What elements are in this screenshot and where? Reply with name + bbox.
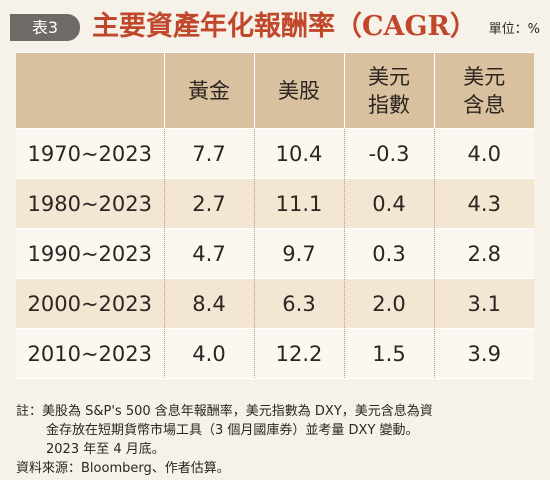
source-note: 資料來源：Bloomberg、作者估算。 (16, 461, 230, 476)
header-gold: 黃金 (163, 52, 254, 129)
cell-usd-index: 1.5 (343, 328, 434, 379)
cell-period: 2000~2023 (16, 278, 164, 329)
cell-usd-with-interest: 2.8 (433, 228, 534, 279)
cell-gold: 4.7 (163, 228, 254, 279)
table-row: 1990~2023 4.7 9.7 0.3 2.8 (16, 228, 534, 279)
header-us-stocks: 美股 (253, 52, 344, 129)
table-row: 2010~2023 4.0 12.2 1.5 3.9 (16, 328, 534, 379)
footnote-line: 金存放在短期貨幣市場工具（3 個月國庫券）並考量 DXY 變動。 (46, 423, 419, 438)
cell-usd-index: 0.3 (343, 228, 434, 279)
footnotes: 註：美股為 S&P's 500 含息年報酬率，美元指數為 DXY，美元含息為資 … (16, 402, 540, 478)
cell-usd-index: 2.0 (343, 278, 434, 329)
cell-usd-index: -0.3 (343, 128, 434, 179)
header-usd-index: 美元 指數 (343, 52, 434, 129)
cell-us-stocks: 6.3 (253, 278, 344, 329)
footnote-line: 2023 年至 4 月底。 (46, 442, 165, 457)
cell-us-stocks: 10.4 (253, 128, 344, 179)
footnote-line: 註：美股為 S&P's 500 含息年報酬率，美元指數為 DXY，美元含息為資 (16, 404, 433, 419)
cell-us-stocks: 9.7 (253, 228, 344, 279)
title-bar: 表3 主要資產年化報酬率（CAGR） 單位：% (10, 9, 540, 45)
cell-gold: 4.0 (163, 328, 254, 379)
table-header-row: 黃金 美股 美元 指數 美元 含息 (16, 52, 534, 129)
cell-usd-with-interest: 3.9 (433, 328, 534, 379)
cell-gold: 7.7 (163, 128, 254, 179)
cagr-table: 黃金 美股 美元 指數 美元 含息 1970~2023 7.7 10.4 -0.… (16, 52, 534, 379)
table-row: 2000~2023 8.4 6.3 2.0 3.1 (16, 278, 534, 329)
header-usd-with-interest: 美元 含息 (433, 52, 534, 129)
header-period (16, 52, 164, 129)
cell-usd-with-interest: 4.3 (433, 178, 534, 229)
cell-us-stocks: 11.1 (253, 178, 344, 229)
table-row: 1970~2023 7.7 10.4 -0.3 4.0 (16, 128, 534, 179)
cell-us-stocks: 12.2 (253, 328, 344, 379)
cell-gold: 2.7 (163, 178, 254, 229)
cell-period: 1990~2023 (16, 228, 164, 279)
cell-period: 2010~2023 (16, 328, 164, 379)
table-number-badge: 表3 (10, 14, 80, 41)
page-title: 主要資產年化報酬率（CAGR） (92, 11, 477, 42)
table-row: 1980~2023 2.7 11.1 0.4 4.3 (16, 178, 534, 229)
cell-usd-with-interest: 3.1 (433, 278, 534, 329)
unit-label: 單位：% (488, 22, 540, 37)
cell-period: 1980~2023 (16, 178, 164, 229)
cell-usd-with-interest: 4.0 (433, 128, 534, 179)
cell-usd-index: 0.4 (343, 178, 434, 229)
cell-gold: 8.4 (163, 278, 254, 329)
cell-period: 1970~2023 (16, 128, 164, 179)
